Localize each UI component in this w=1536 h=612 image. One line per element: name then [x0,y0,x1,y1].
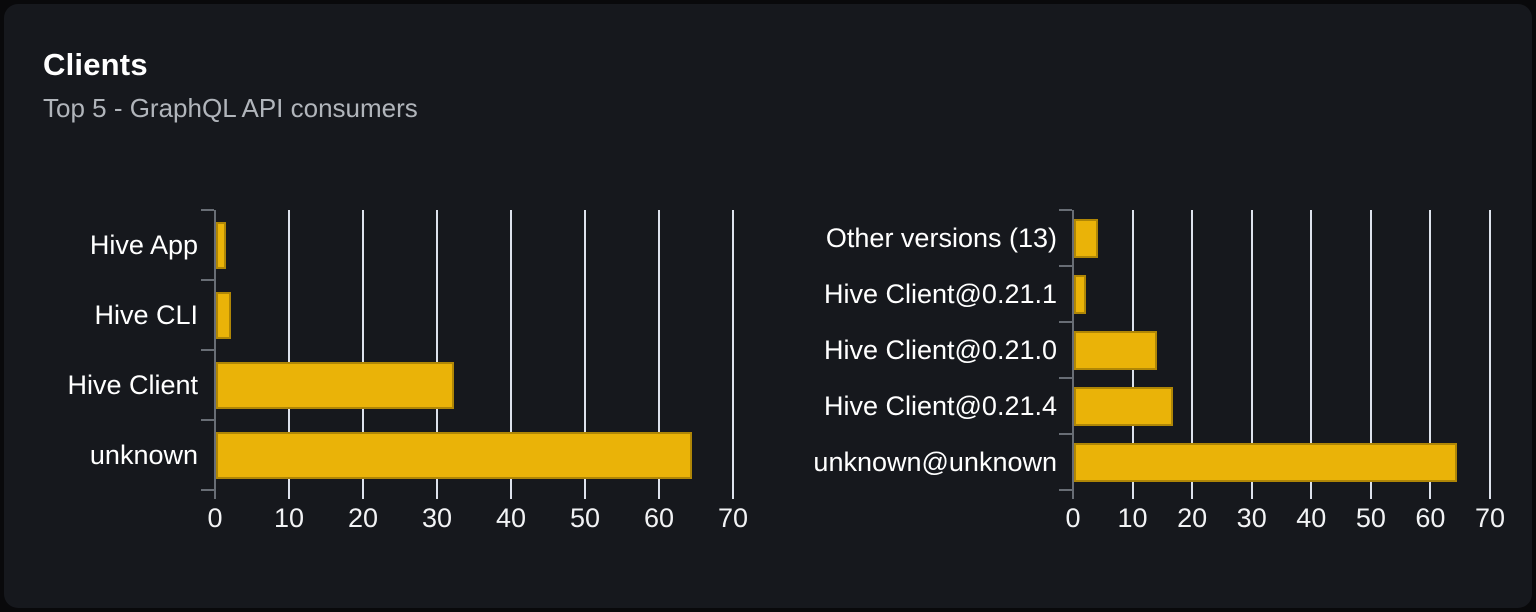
gridline [1250,210,1253,490]
category-label-hive-client: Hive Client [67,370,198,400]
y-axis-tick [1059,321,1072,323]
x-axis-tick [1250,490,1253,499]
gridline [584,210,586,490]
gridline [510,210,512,490]
x-tick-label-30: 30 [421,503,453,533]
gridline [1310,210,1313,490]
gridline [1429,210,1432,490]
gridline [732,210,734,490]
bar-hive-client-0-21-0[interactable] [1074,330,1157,370]
gridline [288,210,290,490]
gridline [1191,210,1194,490]
x-axis-tick [1429,490,1432,499]
category-label-hive-client-0-21-0: Hive Client@0.21.0 [823,335,1057,365]
x-axis-tick [1131,490,1134,499]
category-label-unknown: unknown [89,440,198,470]
gridline [362,210,364,490]
x-tick-label-0: 0 [207,503,223,533]
x-axis-tick [1191,490,1194,499]
bar-hive-client[interactable] [216,361,455,409]
y-axis-tick [201,279,214,281]
x-axis-tick [436,490,438,499]
category-label-hive-client-0-21-4: Hive Client@0.21.4 [823,391,1057,421]
card-subtitle: Top 5 - GraphQL API consumers [43,93,418,123]
clients-card: Clients Top 5 - GraphQL API consumers Hi… [4,4,1532,608]
x-tick-label-20: 20 [347,503,379,533]
y-axis-line [214,210,216,499]
x-axis-tick [1369,490,1372,499]
x-axis-tick [584,490,586,499]
clients-bar-chart: Hive App Hive CLI Hive Client unknown 0 10 20 3… [4,4,1532,608]
y-axis-tick [201,209,214,211]
x-tick-label-10: 10 [1117,503,1148,533]
category-label-hive-app: Hive App [89,230,198,260]
bar-hive-app[interactable] [216,221,226,269]
x-axis-tick [732,490,734,499]
y-axis-line [1072,210,1074,499]
category-label-hive-cli: Hive CLI [94,300,198,330]
x-axis-tick [288,490,290,499]
card-title: Clients [43,47,148,82]
x-tick-label-70: 70 [717,503,749,533]
gridline [1369,210,1372,490]
x-axis-tick [1310,490,1313,499]
x-axis-tick [1489,490,1491,499]
x-tick-label-60: 60 [643,503,675,533]
category-label-other-versions-13: Other versions (13) [825,223,1057,253]
gridline [658,210,660,490]
y-axis-tick [1059,209,1072,211]
y-axis-tick [201,419,214,421]
y-axis-tick [1059,265,1072,267]
client-versions-bar-chart: Other versions (13) Hive Client@0.21.1 Hiv… [4,4,1532,608]
y-axis-tick [201,349,214,351]
bar-unknown-unknown[interactable] [1074,442,1458,482]
bar-other-versions-13[interactable] [1074,218,1098,258]
x-axis-tick [362,490,364,499]
y-axis-tick [201,489,214,491]
bar-hive-client-0-21-4[interactable] [1074,386,1173,426]
x-tick-label-50: 50 [569,503,601,533]
x-axis-tick [658,490,660,499]
y-axis-tick [1059,489,1072,491]
bar-unknown[interactable] [216,431,692,479]
category-label-unknown-unknown: unknown@unknown [813,447,1057,477]
x-axis-tick [510,490,512,499]
gridline [1489,210,1491,490]
y-axis-tick [1059,377,1072,379]
x-tick-label-60: 60 [1415,503,1446,533]
x-tick-label-40: 40 [495,503,527,533]
x-tick-label-40: 40 [1296,503,1327,533]
y-axis-tick [1059,433,1072,435]
category-label-hive-client-0-21-1: Hive Client@0.21.1 [823,279,1057,309]
x-tick-label-30: 30 [1236,503,1267,533]
bar-hive-client-0-21-1[interactable] [1074,274,1086,314]
x-tick-label-10: 10 [273,503,305,533]
x-tick-label-50: 50 [1355,503,1386,533]
x-tick-label-70: 70 [1474,503,1506,533]
x-tick-label-20: 20 [1177,503,1208,533]
bar-hive-cli[interactable] [216,291,231,339]
x-tick-label-0: 0 [1065,503,1081,533]
gridline [436,210,438,490]
